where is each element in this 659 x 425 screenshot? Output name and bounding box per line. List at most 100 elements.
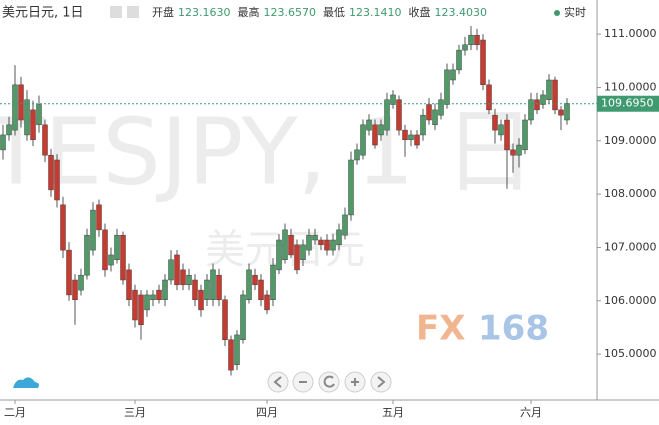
zoom-controls — [267, 371, 392, 393]
candle-body — [324, 239, 330, 251]
candle-body — [510, 149, 516, 156]
candle-body — [246, 269, 252, 300]
candle-body — [108, 254, 114, 266]
candle-body — [210, 269, 216, 300]
candle-body — [498, 124, 504, 136]
candle-body — [180, 269, 186, 286]
candle-body — [384, 99, 390, 131]
candle-body — [432, 109, 438, 126]
scroll-right-button[interactable] — [370, 371, 392, 393]
candle-body — [426, 104, 432, 121]
candle-body — [492, 114, 498, 131]
x-tick-label: 五月 — [382, 406, 404, 419]
candle-body — [312, 234, 318, 241]
candle-body — [12, 84, 18, 131]
candle-body — [204, 279, 210, 300]
candle-body — [468, 34, 474, 46]
candle-body — [84, 234, 90, 276]
candle-body — [30, 109, 36, 140]
candle-body — [114, 234, 120, 260]
candle-body — [318, 239, 324, 246]
candle-body — [234, 334, 240, 366]
candle-body — [72, 279, 78, 300]
candle-body — [330, 239, 336, 251]
settings-icon[interactable] — [127, 6, 139, 18]
candle-body — [534, 99, 540, 111]
candle-body — [174, 254, 180, 286]
stat-value: 123.1630 — [178, 6, 231, 19]
candle-body — [132, 289, 138, 321]
candle-body — [192, 279, 198, 300]
candle-body — [342, 214, 348, 236]
candle-body — [288, 234, 294, 256]
last-price-label: 109.6950 — [601, 97, 654, 110]
candle-body — [558, 109, 564, 116]
candle-body — [168, 259, 174, 281]
candle-body — [54, 159, 60, 201]
y-tick-label: 109.0000 — [604, 134, 657, 147]
y-tick-label: 111.0000 — [604, 27, 657, 40]
candle-body — [456, 49, 462, 71]
realtime-label: 实时 — [564, 5, 586, 19]
candle-body — [0, 134, 6, 151]
settings-icon[interactable] — [110, 6, 122, 18]
candle-body — [564, 103, 570, 121]
y-tick-label: 106.0000 — [604, 294, 657, 307]
y-tick-label: 108.0000 — [604, 187, 657, 200]
y-tick-label: 110.0000 — [604, 80, 657, 93]
candle-body — [336, 229, 342, 246]
brand-logo: 168 — [478, 309, 549, 349]
candle-body — [396, 99, 402, 131]
scroll-left-button[interactable] — [267, 371, 289, 393]
x-tick-label: 六月 — [520, 406, 542, 419]
candle-body — [270, 264, 276, 300]
candle-body — [306, 234, 312, 251]
y-tick-label: 107.0000 — [604, 240, 657, 253]
candle-body — [276, 239, 282, 271]
candle-body — [300, 244, 306, 260]
candle-body — [354, 149, 360, 161]
stat-value: 123.6570 — [264, 6, 317, 19]
candle-body — [522, 119, 528, 151]
candle-body — [294, 244, 300, 271]
candle-body — [366, 119, 372, 131]
candle-body — [516, 144, 522, 156]
x-tick-label: 二月 — [4, 406, 26, 419]
x-tick-label: 四月 — [256, 406, 278, 419]
candle-body — [66, 249, 72, 296]
x-tick-label: 三月 — [124, 406, 146, 419]
candle-body — [552, 79, 558, 111]
realtime-dot — [554, 10, 560, 16]
candle-body — [96, 204, 102, 231]
candle-body — [150, 294, 156, 300]
candle-body — [444, 69, 450, 105]
cloud-icon — [13, 377, 39, 388]
stat-value: 123.4030 — [435, 6, 488, 19]
candle-body — [414, 134, 420, 146]
candle-body — [24, 99, 30, 136]
candle-body — [528, 99, 534, 121]
candle-body — [120, 234, 126, 281]
candle-body — [372, 124, 378, 146]
candle-body — [264, 294, 270, 311]
candle-body — [474, 34, 480, 46]
candle-body — [36, 104, 42, 126]
candle-body — [420, 114, 426, 136]
y-tick-label: 105.0000 — [604, 347, 657, 360]
candle-body — [78, 274, 84, 291]
candle-body — [438, 99, 444, 116]
stat-name: 最低 — [323, 6, 345, 19]
candle-body — [486, 84, 492, 111]
button-icons — [273, 375, 386, 388]
candle-body — [144, 294, 150, 311]
candle-body — [504, 119, 510, 151]
candle-body — [240, 294, 246, 340]
reset-button[interactable] — [318, 371, 340, 393]
candle-body — [462, 44, 468, 51]
candle-body — [48, 154, 54, 191]
candle-body — [216, 274, 222, 300]
candle-body — [378, 124, 384, 136]
stat-name: 收盘 — [409, 5, 431, 19]
stat-value: 123.1410 — [349, 6, 402, 19]
